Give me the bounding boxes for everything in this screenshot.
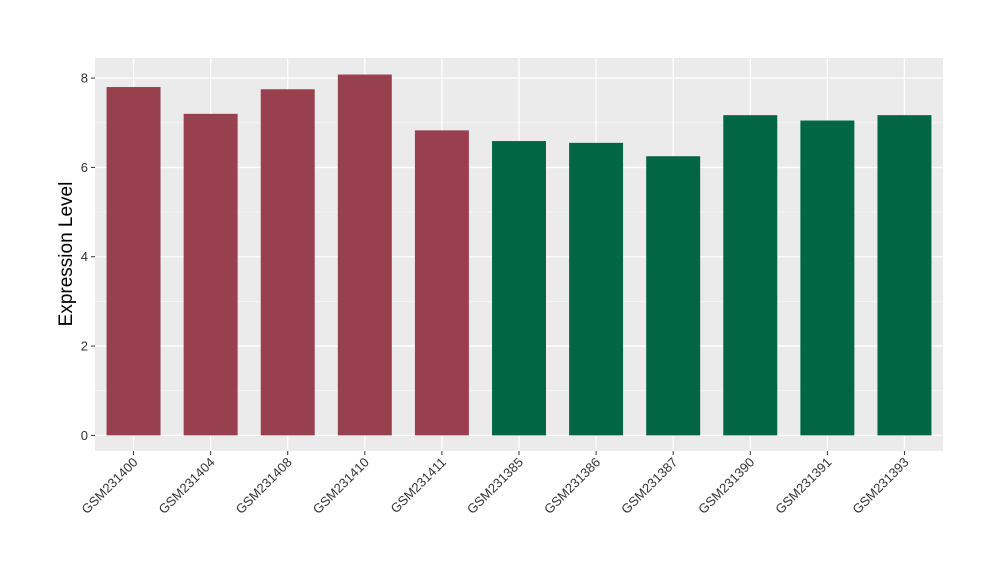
x-tick-label: GSM231385 xyxy=(464,455,526,517)
bar-GSM231410 xyxy=(337,74,392,436)
x-tick-label: GSM231410 xyxy=(310,455,372,517)
x-tick-label: GSM231411 xyxy=(387,455,449,517)
x-tick-label: GSM231400 xyxy=(78,455,140,517)
x-tick-label: GSM231386 xyxy=(541,455,603,517)
bar-GSM231391 xyxy=(800,120,855,436)
y-tick-label: 4 xyxy=(81,249,88,264)
y-tick-label: 2 xyxy=(81,339,88,354)
bar-GSM231411 xyxy=(414,130,469,436)
bars xyxy=(106,74,932,436)
y-tick-label: 0 xyxy=(81,428,88,443)
x-tick-label: GSM231393 xyxy=(849,455,911,517)
x-tick-label: GSM231404 xyxy=(156,455,218,517)
y-tick-label: 8 xyxy=(81,71,88,86)
bar-GSM231387 xyxy=(646,156,701,436)
bar-GSM231385 xyxy=(492,141,546,436)
bar-GSM231393 xyxy=(877,115,932,436)
bar-GSM231404 xyxy=(183,113,238,436)
bar-GSM231390 xyxy=(723,115,778,436)
y-axis-title: Expression Level xyxy=(56,182,77,327)
x-tick-label: GSM231390 xyxy=(695,455,757,517)
x-tick-label: GSM231408 xyxy=(233,455,295,517)
x-axis: GSM231400 GSM231404 GSM231408 GSM231410 GSM2… xyxy=(78,451,912,517)
x-tick-label: GSM231387 xyxy=(618,455,680,517)
y-tick-label: 6 xyxy=(81,160,88,175)
bar-GSM231386 xyxy=(569,142,624,436)
bar-GSM231408 xyxy=(260,89,315,436)
y-axis: 0 2 4 6 8 xyxy=(81,71,95,443)
bar-GSM231400 xyxy=(106,87,161,436)
x-tick-label: GSM231391 xyxy=(772,455,834,517)
